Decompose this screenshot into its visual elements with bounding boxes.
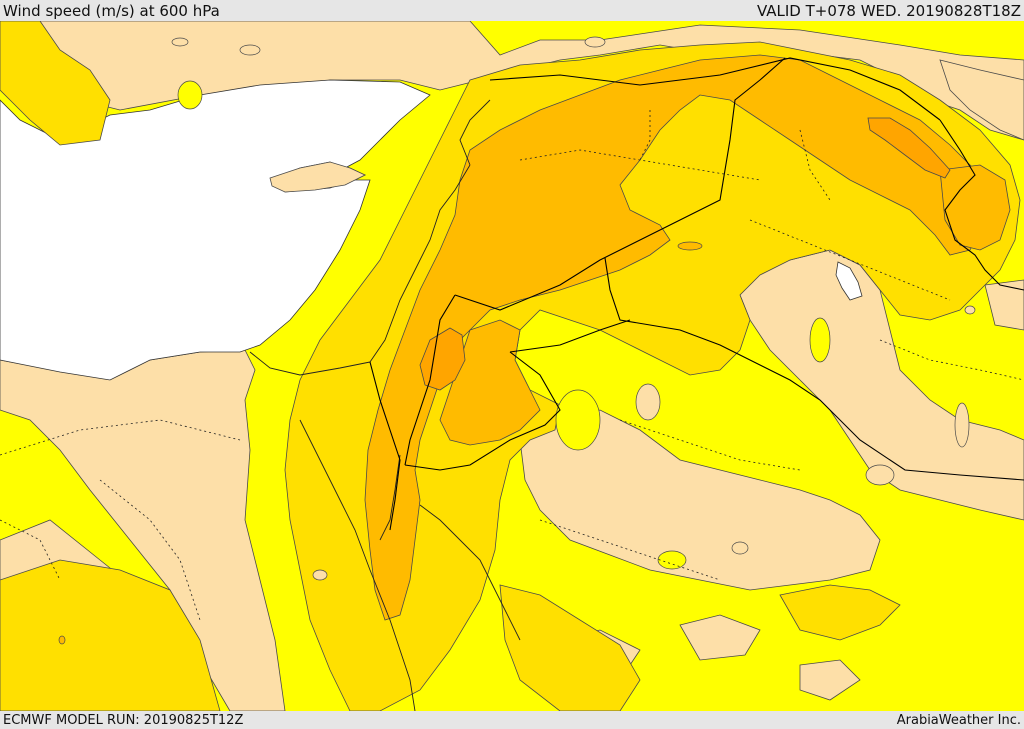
orange-cells (58, 241, 703, 645)
high-region-south (779, 584, 901, 641)
cyprus-island (269, 161, 366, 193)
lake-east (835, 261, 863, 301)
footer-bar: ECMWF MODEL RUN: 20190825T12Z ArabiaWeat… (0, 711, 1024, 729)
cell-2 (954, 402, 970, 448)
cell-5 (312, 569, 328, 581)
border-iraq-east (939, 119, 1024, 291)
yellow-cells (177, 80, 831, 570)
small-cells (171, 36, 976, 581)
ocell-1 (677, 241, 703, 251)
wind-speed-map (0, 21, 1024, 711)
low-region-south-3 (799, 659, 861, 701)
model-run: ECMWF MODEL RUN: 20190825T12Z (3, 712, 244, 728)
map-title: Wind speed (m/s) at 600 hPa (3, 1, 220, 20)
low-region-arabia (519, 409, 881, 591)
border-egypt-israel (369, 361, 401, 531)
borders (369, 57, 1024, 531)
border-syria-iraq (489, 57, 941, 121)
higher-region-main (364, 54, 986, 621)
cell-9 (171, 37, 189, 47)
highest-region-northeast (867, 117, 951, 179)
cell-6 (964, 305, 976, 315)
cell-1 (635, 383, 661, 421)
ycell-2 (555, 389, 601, 451)
higher-region-east (939, 164, 1011, 251)
border-saudi-iraq (604, 257, 1024, 481)
coastlines (249, 99, 521, 711)
map-panel[interactable] (0, 21, 1024, 711)
ycell-3 (809, 317, 831, 363)
low-region-northeast (939, 59, 1024, 141)
cell-3 (865, 464, 895, 486)
border-syria-iraq-south (454, 57, 786, 311)
cell-7 (584, 36, 606, 48)
border-jordan-saudi (509, 319, 631, 353)
high-region-south-west (0, 559, 221, 711)
valid-time: VALID T+078 WED. 20190828T18Z (756, 1, 1021, 20)
low-region-east-edge (984, 279, 1024, 331)
cell-8 (239, 44, 261, 56)
dotted-boundaries (0, 110, 1024, 621)
border-jordan-south (404, 351, 561, 471)
border-jordan-west (404, 294, 456, 466)
header-bar: Wind speed (m/s) at 600 hPa VALID T+078 … (0, 0, 1024, 21)
high-region-north-west (0, 21, 111, 146)
ycell-4 (657, 550, 687, 570)
low-region-south-2 (679, 614, 761, 661)
high-region-south-2 (499, 584, 641, 711)
ocell-2 (58, 635, 66, 645)
credit: ArabiaWeather Inc. (896, 712, 1021, 728)
cell-4 (731, 541, 749, 555)
ycell-1 (177, 80, 203, 110)
